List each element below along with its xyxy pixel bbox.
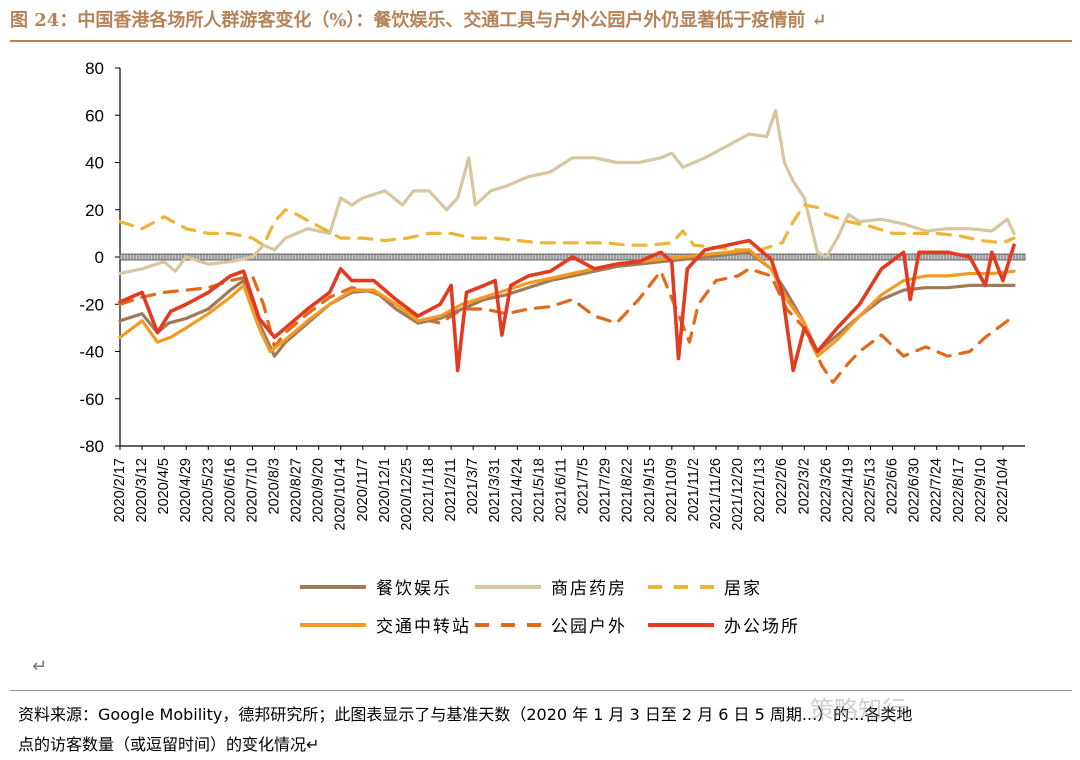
series-line-5 <box>118 238 1016 373</box>
x-tick-label: 2022/8/17 <box>951 458 967 523</box>
y-tick-label: 60 <box>85 106 104 125</box>
x-tick-label: 2020/7/10 <box>244 458 260 523</box>
title-divider <box>10 40 1072 42</box>
x-tick-label: 2021/4/24 <box>509 458 525 523</box>
x-tick-label: 2020/9/20 <box>311 458 327 523</box>
series-line-3 <box>118 248 1016 358</box>
legend-label-4: 公园户外 <box>551 617 627 637</box>
source-line-2: 点的访客数量（或逗留时间）的变化情况↵ <box>18 735 320 754</box>
x-tick-label: 2021/8/22 <box>620 458 636 523</box>
x-tick-label: 2020/2/17 <box>112 458 128 523</box>
x-tick-label: 2021/6/11 <box>553 458 569 521</box>
x-tick-label: 2021/11/2 <box>686 458 702 521</box>
x-tick-label: 2020/5/23 <box>200 458 216 523</box>
x-tick-label: 2022/3/26 <box>818 458 834 523</box>
series-line-1 <box>118 108 1016 276</box>
x-tick-label: 2020/4/29 <box>178 458 194 523</box>
x-tick-label: 2020/8/3 <box>267 458 283 514</box>
x-tick-label: 2020/3/12 <box>134 458 150 523</box>
y-tick-label: -60 <box>79 390 104 409</box>
y-tick-label: 0 <box>95 248 104 267</box>
chart-axes: 80 60 40 20 0 -20 -40 -60 -80 2020/2/17 2020/3/12 2… <box>79 59 1026 531</box>
legend-label-2: 居家 <box>724 579 762 599</box>
x-tick-label: 2020/12/25 <box>399 458 415 531</box>
x-tick-label: 2022/5/13 <box>862 458 878 523</box>
x-tick-label: 2021/3/31 <box>487 458 503 523</box>
x-tick-label: 2020/8/27 <box>289 458 305 523</box>
legend-label-5: 办公场所 <box>724 617 800 637</box>
x-tick-label: 2022/6/30 <box>907 458 923 523</box>
source-line-1: 资料来源：Google Mobility，德邦研究所；此图表显示了与基准天数（2… <box>18 705 913 724</box>
x-tick-label: 2020/6/16 <box>222 458 238 523</box>
x-tick-label: 2020/4/5 <box>156 458 172 514</box>
x-tick-label: 2022/1/13 <box>752 458 768 523</box>
series-line-2 <box>118 203 1016 252</box>
x-tick-label: 2021/5/18 <box>531 458 547 523</box>
x-tick-label: 2021/7/29 <box>598 458 614 523</box>
x-tick-label: 2021/9/15 <box>642 458 658 523</box>
x-tick-label: 2021/12/20 <box>730 458 746 531</box>
source-note: 资料来源：Google Mobility，德邦研究所；此图表显示了与基准天数（2… <box>18 700 1068 760</box>
legend-label-0: 餐饮娱乐 <box>376 579 452 599</box>
x-tick-label: 2021/10/9 <box>664 458 680 523</box>
x-tick-label: 2021/11/26 <box>708 458 724 530</box>
figure-title: 图 24：中国香港各场所人群游客变化（%）：餐饮娱乐、交通工具与户外公园户外仍显… <box>10 10 827 31</box>
x-tick-label: 2021/7/5 <box>576 458 592 514</box>
x-tick-label: 2020/10/14 <box>333 458 349 531</box>
y-tick-label: -20 <box>79 295 104 314</box>
source-divider <box>10 690 1072 691</box>
y-tick-label: 80 <box>85 59 104 78</box>
x-tick-label: 2022/10/4 <box>995 458 1011 523</box>
x-tick-label: 2022/9/10 <box>973 458 989 523</box>
x-tick-label: 2022/2/6 <box>774 458 790 514</box>
x-tick-label: 2021/2/11 <box>443 458 459 521</box>
x-tick-label: 2020/11/7 <box>355 458 371 521</box>
x-tick-label: 2021/1/18 <box>421 458 437 523</box>
legend-label-3: 交通中转站 <box>376 617 471 637</box>
y-tick-label: 40 <box>85 154 104 173</box>
return-mark: ↵ <box>32 656 48 677</box>
x-tick-label: 2022/3/2 <box>796 458 812 514</box>
y-tick-label: 20 <box>85 201 104 220</box>
x-tick-label: 2022/6/6 <box>885 458 901 514</box>
series-line-4 <box>118 267 1016 384</box>
x-tick-label: 2020/12/1 <box>377 458 393 523</box>
y-tick-label: -40 <box>79 343 104 362</box>
mobility-line-chart: 80 60 40 20 0 -20 -40 -60 -80 2020/2/17 2020/3/12 2… <box>79 59 1026 637</box>
x-tick-label: 2022/4/19 <box>840 458 856 523</box>
chart-series-lines <box>118 108 1016 384</box>
x-tick-label: 2022/7/24 <box>929 458 945 523</box>
x-tick-label: 2021/3/7 <box>465 458 481 514</box>
y-tick-label: -80 <box>79 437 104 456</box>
wechat-watermark: 策略知行 <box>810 696 906 724</box>
legend-label-1: 商店药房 <box>551 579 627 599</box>
